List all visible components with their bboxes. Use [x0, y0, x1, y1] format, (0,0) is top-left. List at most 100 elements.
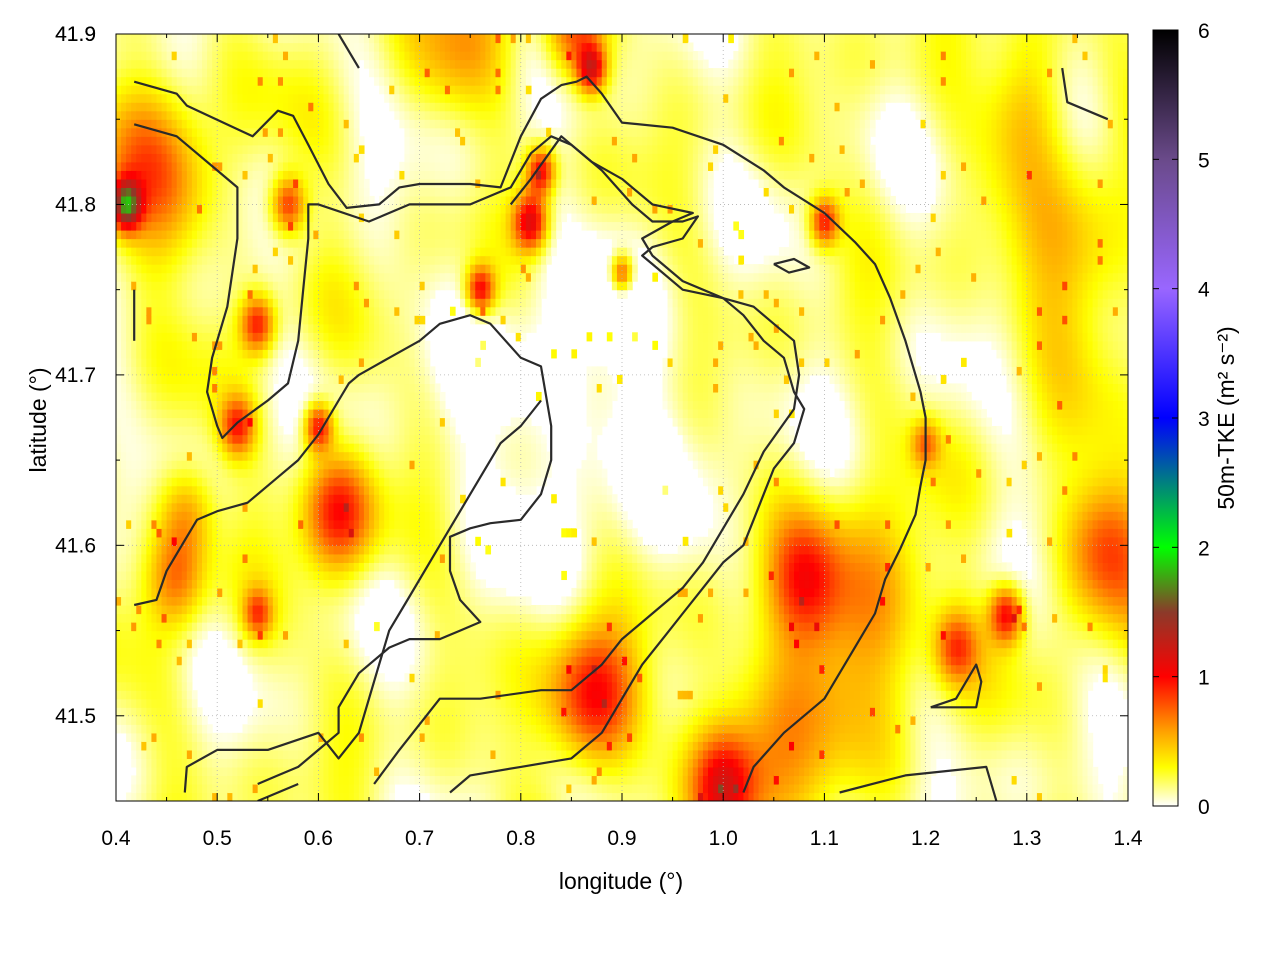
heat-cell	[369, 477, 375, 487]
heat-cell	[181, 102, 188, 112]
heat-cell	[358, 323, 365, 333]
heat-cell	[247, 42, 254, 52]
heat-cell	[343, 230, 350, 240]
heat-cell	[191, 85, 198, 95]
heat-cell	[252, 195, 259, 206]
heat-cell	[348, 451, 355, 461]
heat-cell	[146, 681, 153, 691]
heat-cell	[196, 587, 203, 598]
heat-cell	[217, 553, 223, 563]
heat-cell	[146, 656, 153, 666]
heat-cell	[323, 596, 330, 606]
heat-cell	[141, 42, 147, 52]
heat-cell	[353, 630, 360, 640]
heat-cell	[227, 630, 233, 640]
heat-cell	[136, 766, 142, 777]
heat-cell	[288, 647, 294, 657]
heat-cell	[202, 178, 208, 188]
heat-cell	[257, 477, 264, 487]
heat-cell	[196, 85, 203, 95]
heat-cell	[267, 485, 274, 495]
heat-cell	[313, 221, 319, 231]
heat-cell	[389, 315, 395, 325]
heat-cell	[252, 400, 259, 410]
heat-cell	[308, 536, 314, 546]
heat-cell	[303, 443, 309, 453]
heat-cell	[338, 247, 345, 257]
heat-cell	[323, 323, 330, 333]
heat-cell	[131, 51, 137, 61]
heat-cell	[252, 664, 259, 674]
heat-cell	[303, 656, 309, 666]
heat-cell	[257, 579, 264, 589]
heat-cell	[207, 443, 213, 453]
heat-cell	[333, 647, 340, 657]
heat-cell	[232, 136, 239, 146]
heat-cell	[126, 477, 132, 487]
heat-cell	[116, 42, 122, 52]
heat-cell	[146, 315, 153, 325]
heat-cell	[348, 570, 355, 581]
heat-cell	[181, 391, 188, 402]
heat-cell	[217, 357, 223, 367]
heat-cell	[282, 332, 289, 342]
heat-cell	[161, 161, 168, 171]
heat-cell	[298, 332, 304, 342]
heat-cell	[369, 553, 375, 563]
heat-cell	[353, 417, 360, 427]
heat-cell	[207, 34, 213, 44]
heat-cell	[232, 391, 239, 402]
heat-cell	[272, 59, 279, 69]
heat-cell	[141, 178, 147, 188]
heat-cell	[222, 528, 228, 538]
heat-cell	[262, 562, 269, 572]
heat-cell	[262, 613, 269, 623]
heat-cell	[186, 519, 193, 529]
heat-cell	[252, 136, 259, 146]
heat-cell	[384, 494, 390, 504]
heat-cell	[146, 426, 153, 436]
heat-cell	[131, 630, 137, 640]
heat-cell	[308, 579, 314, 589]
heat-cell	[358, 553, 365, 563]
heat-cell	[353, 783, 360, 794]
heat-cell	[227, 443, 233, 453]
heat-cell	[277, 93, 284, 103]
heat-cell	[333, 51, 340, 61]
heat-cell	[232, 119, 239, 129]
heat-cell	[298, 153, 304, 163]
heat-cell	[333, 528, 340, 538]
heat-cell	[136, 102, 142, 112]
heat-cell	[176, 715, 183, 725]
heat-cell	[313, 357, 319, 367]
heat-cell	[227, 93, 233, 103]
heat-cell	[343, 570, 350, 581]
heat-cell	[298, 238, 304, 248]
heat-cell	[333, 604, 340, 615]
heat-cell	[247, 775, 254, 785]
heat-cell	[353, 596, 360, 606]
heat-cell	[131, 178, 137, 188]
heat-cell	[126, 579, 132, 589]
heat-cell	[141, 724, 147, 734]
heat-cell	[404, 59, 411, 69]
heat-cell	[247, 783, 254, 794]
heat-cell	[126, 664, 132, 674]
heat-cell	[181, 417, 188, 427]
heat-cell	[247, 639, 254, 649]
heat-cell	[288, 68, 294, 78]
heat-cell	[207, 221, 213, 231]
heat-cell	[181, 281, 188, 291]
heat-cell	[353, 42, 360, 52]
heat-cell	[303, 93, 309, 103]
heat-cell	[222, 42, 228, 52]
heat-cell	[323, 85, 330, 95]
heat-cell	[242, 68, 249, 78]
heat-cell	[171, 596, 178, 606]
heat-cell	[186, 59, 193, 69]
heat-cell	[141, 366, 147, 376]
heat-cell	[343, 238, 350, 248]
heat-cell	[247, 119, 254, 129]
heat-cell	[191, 596, 198, 606]
heat-cell	[126, 451, 132, 461]
